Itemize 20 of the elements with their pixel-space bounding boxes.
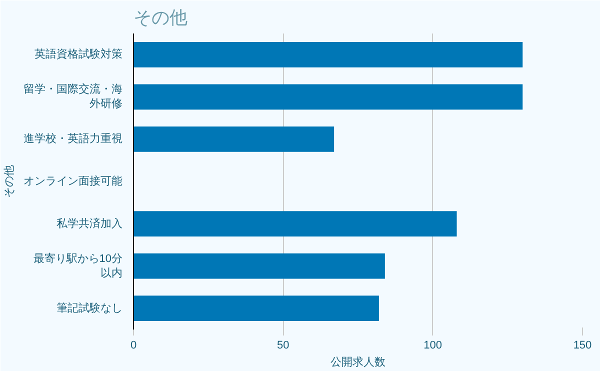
y-tick-label: 最寄り駅から10分以内 <box>33 252 123 280</box>
bar <box>134 253 385 279</box>
bar <box>134 126 334 152</box>
bar <box>134 42 523 68</box>
bar <box>134 84 523 110</box>
x-tick-label: 100 <box>424 340 442 352</box>
y-tick-label: 進学校・英語力重視 <box>24 132 122 146</box>
y-tick-label: 留学・国際交流・海外研修 <box>24 82 122 110</box>
x-tick-label: 150 <box>573 340 592 352</box>
x-tick-label: 50 <box>277 340 290 352</box>
y-tick-label: オンライン面接可能 <box>24 174 122 188</box>
x-axis-title: 公開求人数 <box>330 356 386 368</box>
y-tick-label: 筆記試験なし <box>56 301 122 314</box>
bar <box>134 296 379 322</box>
y-tick-label: 私学共済加入 <box>56 216 122 230</box>
chart-title: その他 <box>134 8 188 28</box>
y-axis-title: その他 <box>4 165 16 198</box>
bar <box>134 211 457 236</box>
y-tick-label: 英語資格試験対策 <box>34 48 122 61</box>
x-tick-label: 0 <box>130 340 137 352</box>
